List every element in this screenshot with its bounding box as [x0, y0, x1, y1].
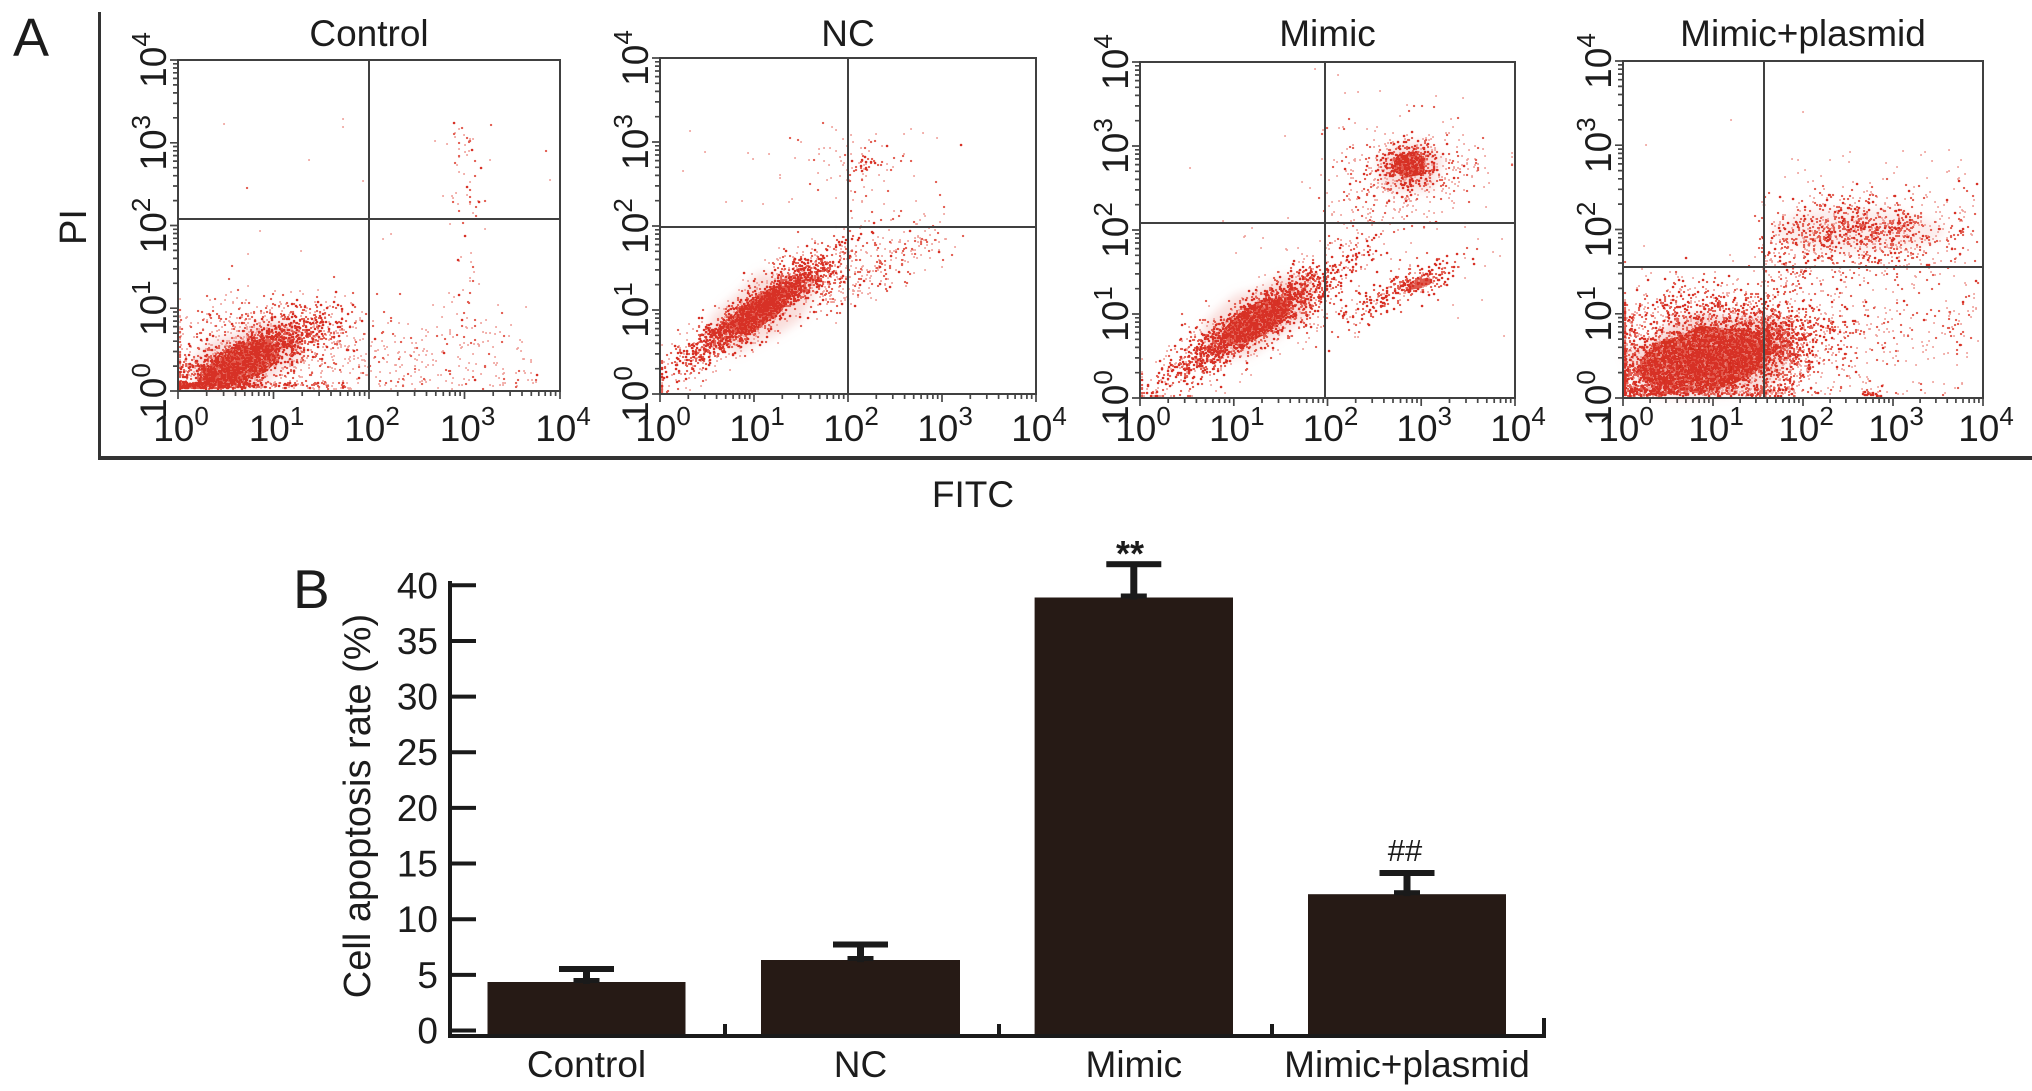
svg-text:**: ** [1116, 533, 1144, 574]
svg-text:103: 103 [440, 401, 496, 449]
svg-text:Mimic: Mimic [1086, 1044, 1183, 1085]
svg-text:101: 101 [1209, 401, 1265, 449]
svg-text:103: 103 [126, 115, 174, 171]
svg-text:30: 30 [397, 677, 438, 718]
svg-text:PI: PI [53, 209, 95, 245]
svg-text:104: 104 [535, 401, 591, 449]
svg-text:102: 102 [1303, 401, 1359, 449]
svg-text:101: 101 [608, 282, 656, 338]
svg-text:Control: Control [309, 13, 428, 54]
svg-text:100: 100 [1571, 370, 1619, 426]
svg-text:40: 40 [397, 565, 438, 606]
svg-text:Control: Control [527, 1044, 646, 1085]
svg-text:25: 25 [397, 732, 438, 773]
svg-text:FITC: FITC [932, 474, 1014, 515]
svg-text:102: 102 [1571, 202, 1619, 258]
svg-text:101: 101 [249, 401, 305, 449]
svg-text:Mimic+plasmid: Mimic+plasmid [1680, 13, 1926, 54]
svg-text:104: 104 [126, 32, 174, 88]
svg-text:Mimic: Mimic [1279, 13, 1376, 54]
svg-text:104: 104 [608, 30, 656, 86]
svg-text:0: 0 [417, 1011, 438, 1052]
svg-text:104: 104 [1490, 401, 1546, 449]
svg-text:100: 100 [635, 401, 691, 449]
svg-text:Cell apoptosis rate (%): Cell apoptosis rate (%) [337, 614, 379, 998]
svg-text:103: 103 [1088, 118, 1136, 174]
svg-text:102: 102 [1088, 202, 1136, 258]
svg-text:A: A [13, 8, 49, 68]
svg-text:##: ## [1388, 833, 1423, 868]
svg-text:103: 103 [1396, 401, 1452, 449]
svg-text:101: 101 [729, 401, 785, 449]
svg-text:100: 100 [1088, 370, 1136, 426]
svg-text:102: 102 [344, 401, 400, 449]
svg-text:102: 102 [126, 198, 174, 254]
svg-text:B: B [293, 558, 330, 620]
svg-text:100: 100 [126, 363, 174, 419]
svg-text:101: 101 [1088, 286, 1136, 342]
svg-text:103: 103 [1571, 117, 1619, 173]
svg-text:NC: NC [821, 13, 874, 54]
svg-text:104: 104 [1958, 401, 2014, 449]
svg-text:103: 103 [1868, 401, 1924, 449]
svg-text:10: 10 [397, 899, 438, 940]
svg-text:Mimic+plasmid: Mimic+plasmid [1284, 1044, 1530, 1085]
svg-text:NC: NC [834, 1044, 887, 1085]
svg-text:35: 35 [397, 621, 438, 662]
svg-text:103: 103 [608, 114, 656, 170]
svg-text:101: 101 [1688, 401, 1744, 449]
svg-text:102: 102 [608, 198, 656, 254]
svg-text:102: 102 [1778, 401, 1834, 449]
svg-text:102: 102 [823, 401, 879, 449]
svg-text:104: 104 [1571, 33, 1619, 89]
svg-text:101: 101 [1571, 286, 1619, 342]
svg-text:20: 20 [397, 788, 438, 829]
svg-text:5: 5 [417, 955, 438, 996]
svg-text:100: 100 [608, 366, 656, 422]
svg-text:100: 100 [153, 401, 209, 449]
svg-text:104: 104 [1088, 34, 1136, 90]
svg-text:101: 101 [126, 280, 174, 336]
svg-text:104: 104 [1011, 401, 1067, 449]
svg-text:15: 15 [397, 844, 438, 885]
svg-text:103: 103 [917, 401, 973, 449]
